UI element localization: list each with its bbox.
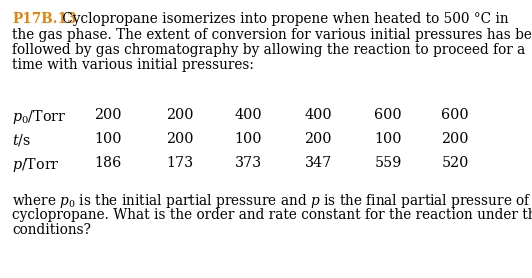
Text: $p_0$/Torr: $p_0$/Torr (12, 108, 66, 126)
Text: followed by gas chromatography by allowing the reaction to proceed for a: followed by gas chromatography by allowi… (12, 43, 525, 57)
Text: 400: 400 (304, 108, 332, 122)
Text: Cyclopropane isomerizes into propene when heated to 500 °C in: Cyclopropane isomerizes into propene whe… (58, 12, 509, 26)
Text: the gas phase. The extent of conversion for various initial pressures has been: the gas phase. The extent of conversion … (12, 28, 532, 41)
Text: 347: 347 (304, 156, 331, 170)
Text: 186: 186 (94, 156, 122, 170)
Text: 100: 100 (374, 132, 402, 146)
Text: $p$/Torr: $p$/Torr (12, 156, 60, 174)
Text: $t$/s: $t$/s (12, 132, 31, 148)
Text: where $p_0$ is the initial partial pressure and $p$ is the final partial pressur: where $p_0$ is the initial partial press… (12, 192, 531, 210)
Text: P17B.13: P17B.13 (12, 12, 77, 26)
Text: 200: 200 (166, 108, 194, 122)
Text: 173: 173 (167, 156, 194, 170)
Text: 200: 200 (166, 132, 194, 146)
Text: conditions?: conditions? (12, 223, 91, 237)
Text: 559: 559 (375, 156, 402, 170)
Text: 100: 100 (94, 132, 122, 146)
Text: cyclopropane. What is the order and rate constant for the reaction under these: cyclopropane. What is the order and rate… (12, 207, 532, 222)
Text: time with various initial pressures:: time with various initial pressures: (12, 58, 254, 73)
Text: 400: 400 (234, 108, 262, 122)
Text: 200: 200 (441, 132, 469, 146)
Text: 100: 100 (234, 132, 262, 146)
Text: 373: 373 (235, 156, 262, 170)
Text: 200: 200 (304, 132, 332, 146)
Text: 200: 200 (94, 108, 122, 122)
Text: 520: 520 (442, 156, 469, 170)
Text: 600: 600 (374, 108, 402, 122)
Text: 600: 600 (441, 108, 469, 122)
